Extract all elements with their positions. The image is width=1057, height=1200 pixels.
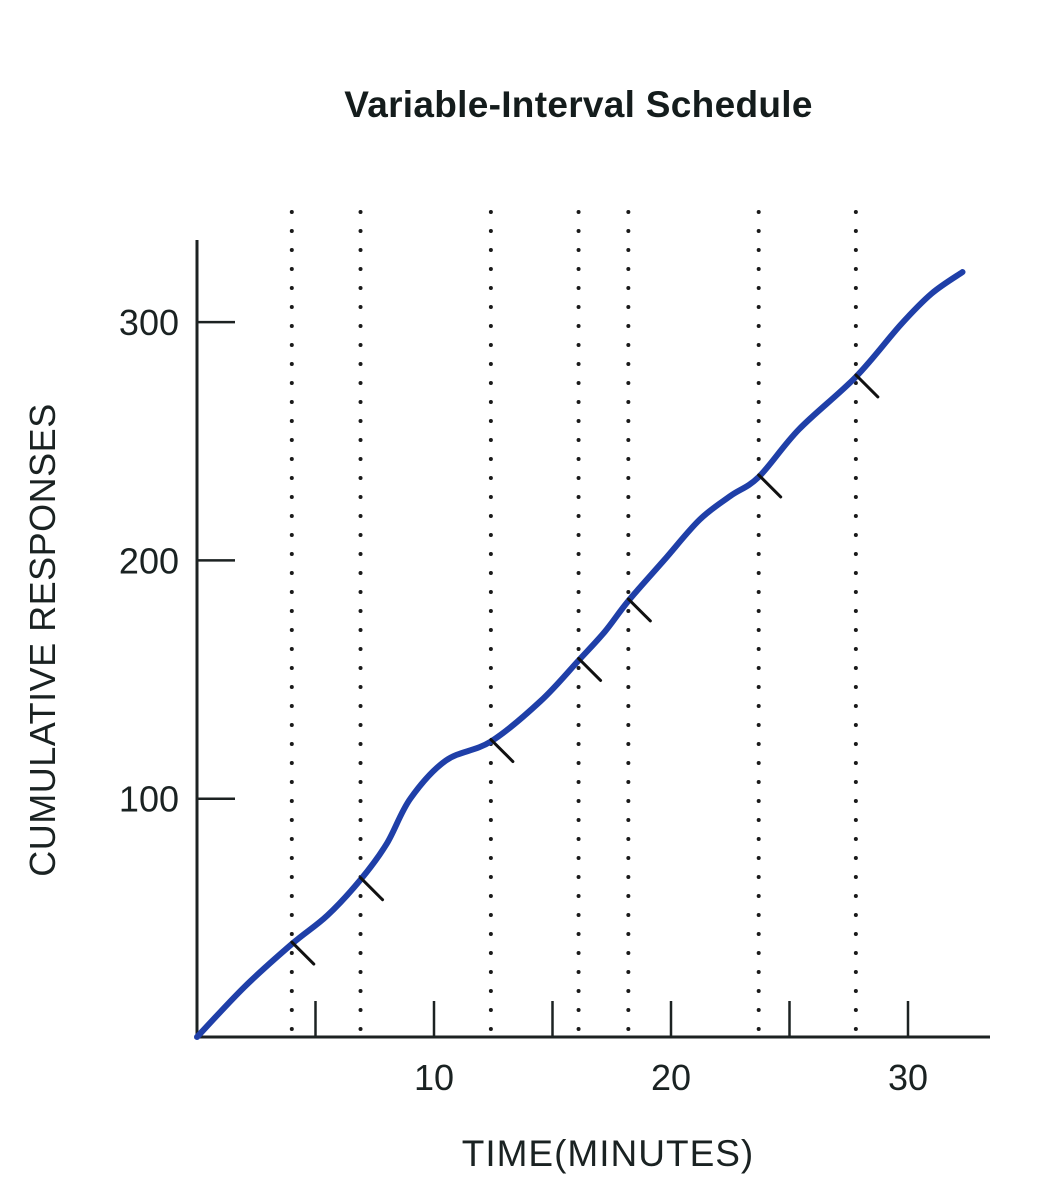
reinforcement-mark bbox=[359, 876, 385, 902]
reinforcement-time-lines bbox=[289, 210, 858, 1032]
response-line bbox=[194, 269, 966, 1040]
y-tick-label: 100 bbox=[119, 779, 179, 820]
reinforcement-marks bbox=[290, 373, 880, 966]
reinforcement-mark bbox=[489, 738, 515, 764]
chart-title: Variable-Interval Schedule bbox=[344, 84, 813, 125]
x-tick-label: 30 bbox=[888, 1057, 928, 1098]
reinforcement-mark bbox=[290, 940, 316, 966]
reinforcement-mark bbox=[626, 597, 652, 623]
cumulative-response-curve bbox=[194, 269, 966, 1040]
x-tick-label: 20 bbox=[651, 1057, 691, 1098]
reinforcement-mark bbox=[854, 373, 880, 399]
reinforcement-mark bbox=[577, 656, 603, 682]
axes: 100 200 300 10 20 30 bbox=[119, 240, 990, 1098]
x-tick-label: 10 bbox=[414, 1057, 454, 1098]
reinforcement-mark bbox=[757, 473, 783, 499]
y-tick-label: 300 bbox=[119, 302, 179, 343]
x-axis-label: TIME(MINUTES) bbox=[461, 1133, 755, 1174]
y-tick-label: 200 bbox=[119, 540, 179, 581]
